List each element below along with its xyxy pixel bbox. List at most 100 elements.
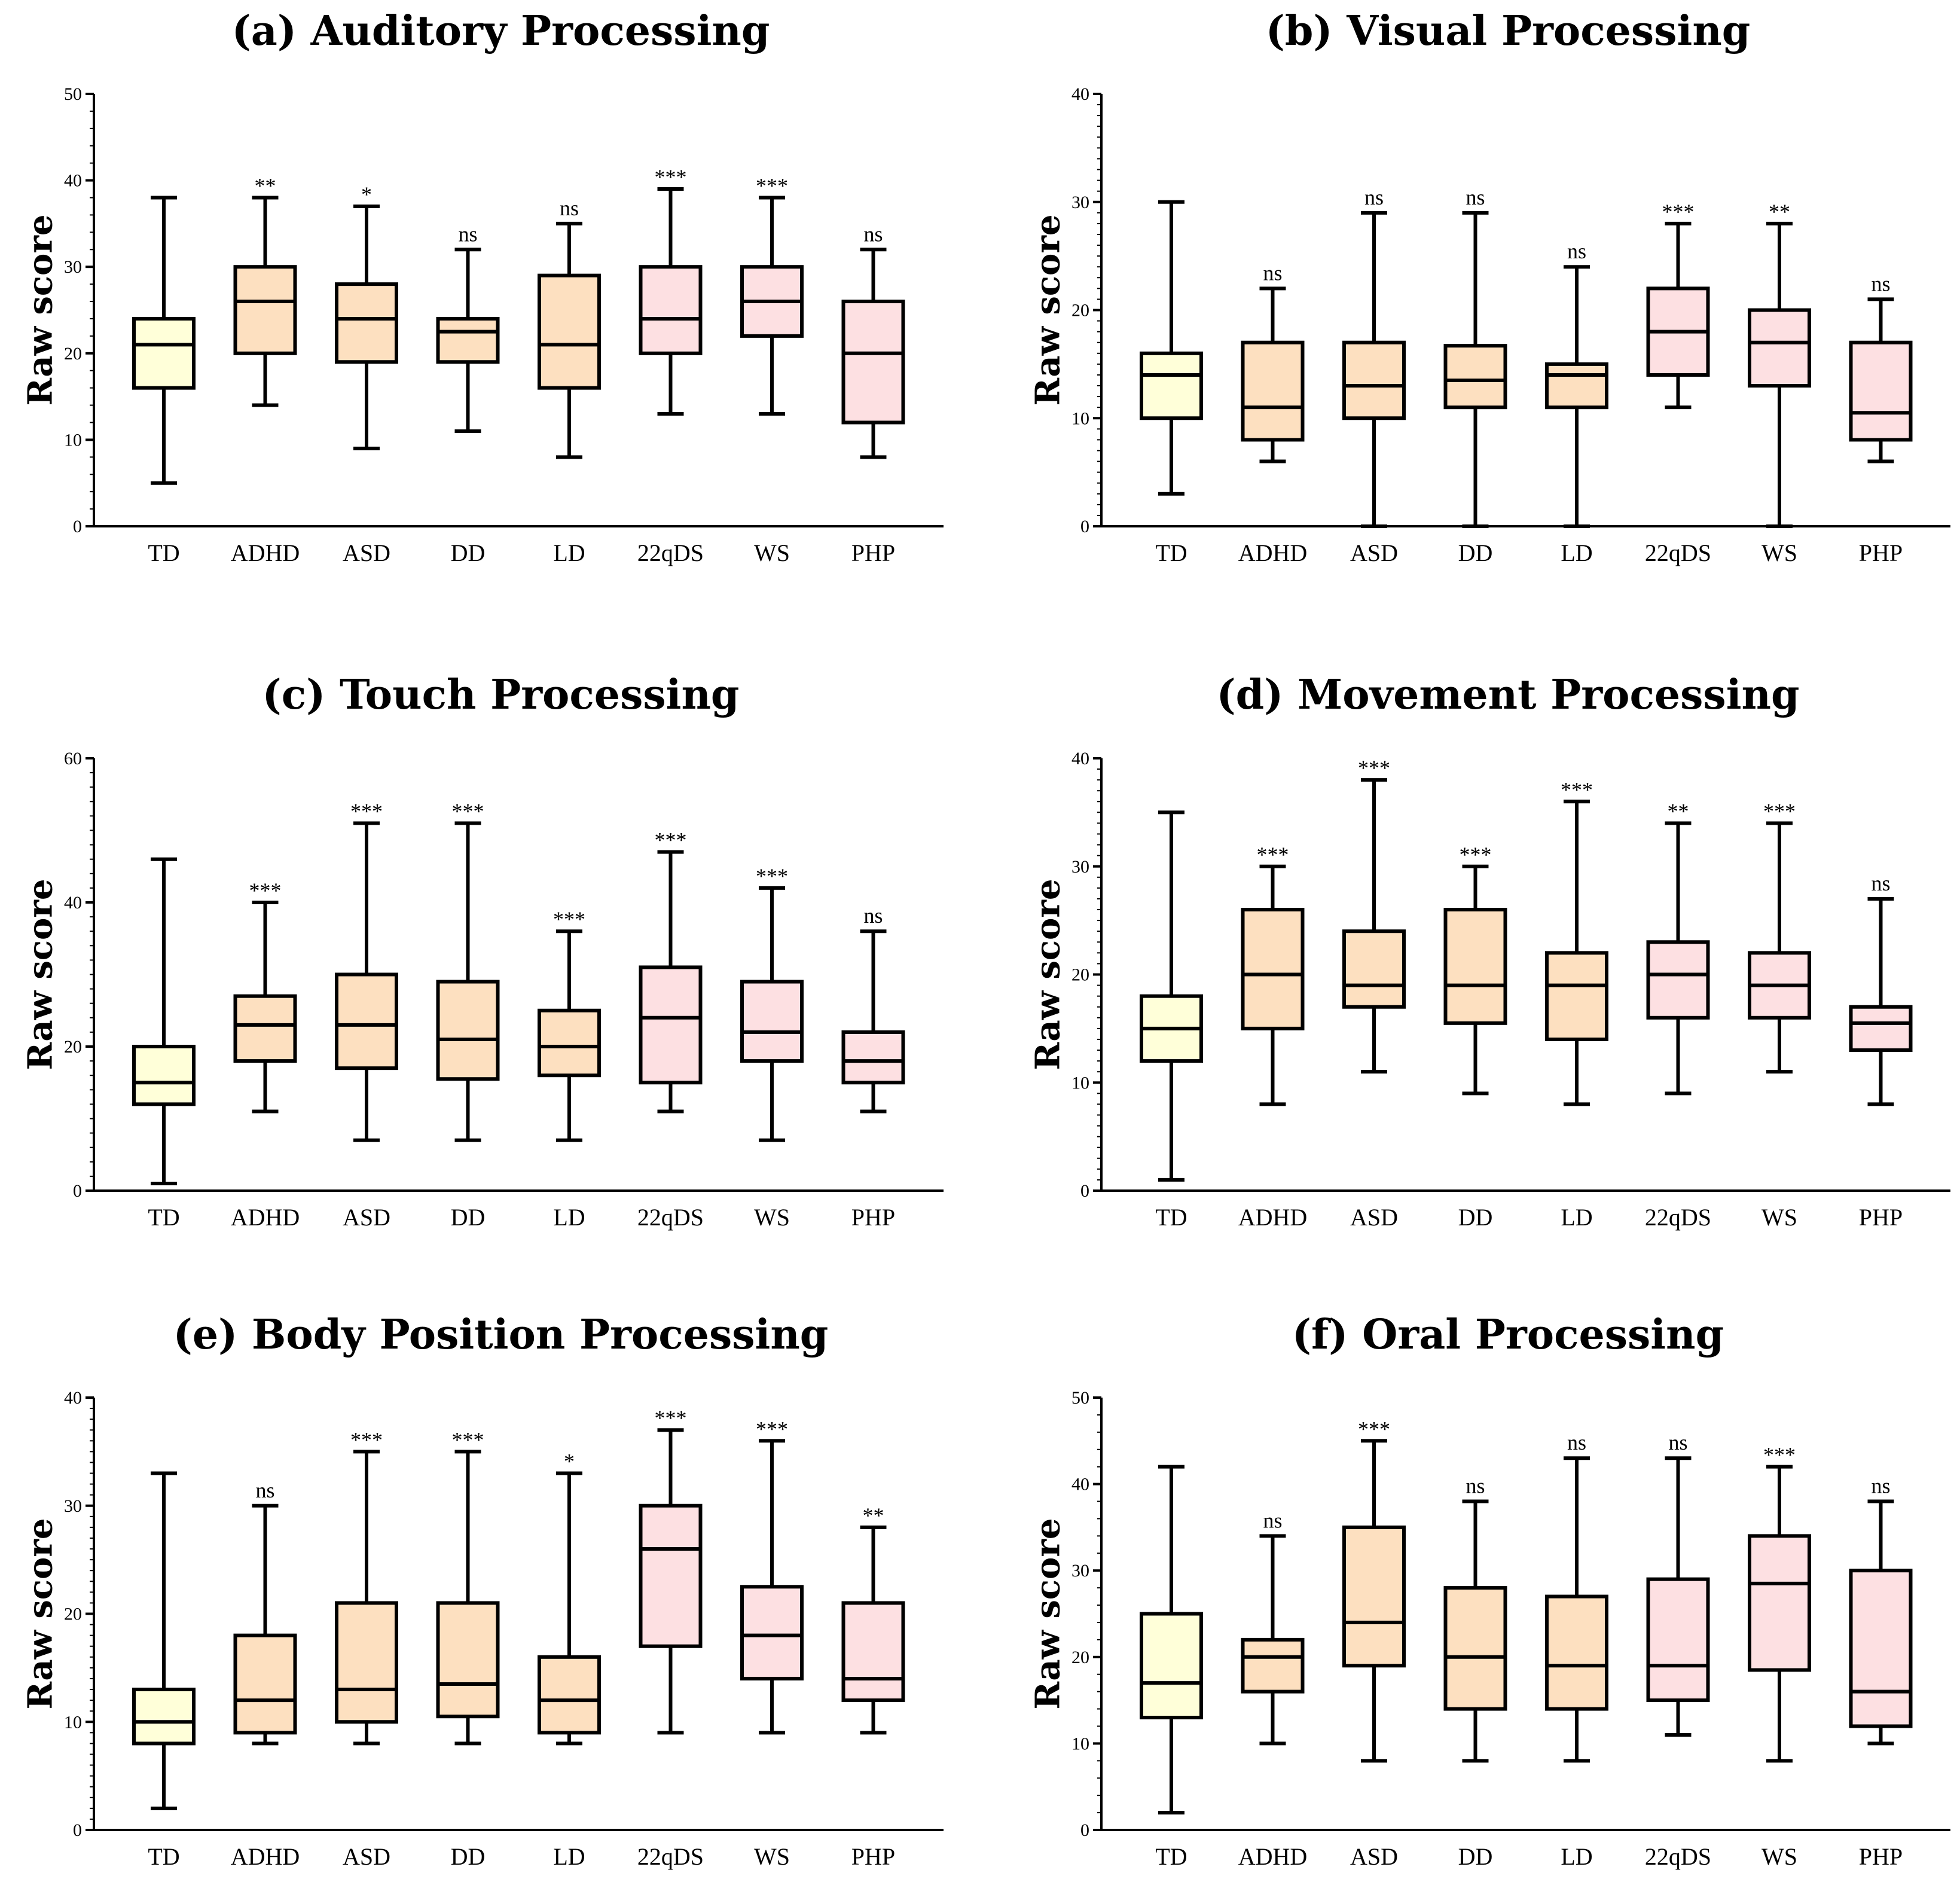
- x-tick-label: LD: [1561, 1204, 1592, 1231]
- iqr-box: [1849, 1005, 1913, 1053]
- x-tick-label: LD: [553, 1204, 585, 1231]
- y-tick-label: 10: [1071, 1073, 1089, 1093]
- box-asd: ***: [335, 799, 398, 1142]
- x-tick-label: 22qDS: [1645, 539, 1711, 566]
- chart-title: (e) Body Position Processing: [173, 1311, 829, 1359]
- iqr-box: [335, 282, 398, 364]
- significance-label: ***: [249, 879, 282, 902]
- significance-label: ns: [1263, 261, 1282, 285]
- iqr-box: [740, 1585, 804, 1680]
- iqr-box: [1140, 351, 1203, 420]
- x-tick-label: ADHD: [1238, 1843, 1308, 1870]
- y-tick-label: 20: [64, 344, 82, 364]
- box-22qds: ***: [1646, 200, 1710, 410]
- x-tick-label: ADHD: [1238, 1204, 1308, 1231]
- iqr-box: [1646, 1577, 1710, 1703]
- iqr-box: [132, 1688, 196, 1746]
- box-td: [132, 857, 196, 1185]
- x-tick-label: 22qDS: [637, 539, 704, 566]
- significance-label: ***: [655, 828, 687, 852]
- significance-label: ns: [1871, 871, 1890, 895]
- significance-label: ns: [560, 196, 579, 220]
- y-tick-label: 40: [1071, 749, 1089, 768]
- significance-label: ns: [458, 222, 477, 246]
- significance-label: *: [361, 182, 372, 206]
- iqr-box: [1342, 340, 1406, 420]
- significance-label: ***: [655, 165, 687, 189]
- x-tick-label: PHP: [851, 1843, 895, 1870]
- box-asd: ns: [1342, 185, 1406, 528]
- x-tick-label: WS: [754, 1843, 790, 1870]
- y-axis-label: Raw score: [21, 215, 60, 406]
- significance-label: ***: [1358, 756, 1390, 780]
- box-asd: ***: [335, 1427, 398, 1746]
- iqr-box: [1748, 1534, 1811, 1672]
- x-tick-label: ADHD: [231, 1843, 300, 1870]
- significance-label: ***: [756, 174, 788, 198]
- iqr-box: [233, 265, 297, 355]
- y-tick-label: 50: [1071, 1388, 1089, 1408]
- y-tick-label: 0: [1080, 1820, 1089, 1840]
- x-tick-label: TD: [148, 1204, 179, 1231]
- x-tick-label: 22qDS: [637, 1204, 704, 1231]
- panel-b: (b) Visual Processing Raw score 0 10 20 30 40 T…: [1028, 7, 1950, 566]
- x-tick-label: PHP: [851, 1204, 895, 1231]
- x-tick-label: ADHD: [231, 539, 300, 566]
- y-tick-label: 40: [64, 171, 82, 191]
- y-tick-label: 30: [64, 257, 82, 277]
- y-tick-label: 0: [1080, 1181, 1089, 1201]
- box-ws: ***: [740, 174, 804, 416]
- x-tick-label: ASD: [343, 1843, 390, 1870]
- x-tick-label: PHP: [1859, 539, 1903, 566]
- significance-label: ns: [1567, 239, 1586, 263]
- significance-label: ***: [655, 1406, 687, 1430]
- significance-label: ns: [1263, 1508, 1282, 1532]
- significance-label: **: [863, 1503, 884, 1527]
- box-ws: ***: [1748, 799, 1811, 1074]
- significance-label: ns: [1668, 1430, 1687, 1454]
- iqr-box: [841, 300, 905, 425]
- x-tick-label: LD: [1561, 539, 1592, 566]
- x-tick-label: ASD: [1350, 1843, 1398, 1870]
- x-tick-label: TD: [1155, 539, 1187, 566]
- y-tick-label: 0: [73, 517, 82, 536]
- significance-label: ns: [1567, 1430, 1586, 1454]
- y-tick-label: 20: [64, 1605, 82, 1624]
- box-adhd: ns: [233, 1478, 297, 1746]
- x-tick-label: DD: [1458, 539, 1493, 566]
- x-tick-label: LD: [553, 539, 585, 566]
- box-22qds: ***: [639, 165, 703, 416]
- significance-label: ns: [1466, 1474, 1485, 1498]
- significance-label: ***: [350, 799, 383, 823]
- box-22qds: ns: [1646, 1430, 1710, 1737]
- iqr-box: [538, 1655, 601, 1735]
- y-tick-label: 50: [64, 84, 82, 104]
- iqr-box: [1545, 362, 1608, 410]
- x-tick-label: DD: [451, 1843, 486, 1870]
- x-tick-label: DD: [451, 539, 486, 566]
- significance-label: **: [1668, 799, 1689, 823]
- significance-label: ns: [1466, 185, 1485, 209]
- iqr-box: [1646, 940, 1710, 1020]
- y-tick-label: 0: [73, 1820, 82, 1840]
- iqr-box: [1849, 1569, 1913, 1728]
- x-tick-label: TD: [1155, 1843, 1187, 1870]
- y-tick-label: 10: [64, 430, 82, 450]
- iqr-box: [1140, 1612, 1203, 1720]
- chart-title: (a) Auditory Processing: [232, 7, 770, 55]
- y-tick-label: 30: [1071, 193, 1089, 212]
- significance-label: ***: [756, 864, 788, 888]
- y-tick-label: 10: [1071, 1734, 1089, 1753]
- x-tick-label: LD: [553, 1843, 585, 1870]
- box-22qds: ***: [639, 828, 703, 1114]
- box-ld: ns: [1545, 1430, 1608, 1763]
- x-tick-label: TD: [1155, 1204, 1187, 1231]
- panel-a: (a) Auditory Processing Raw score 0 10 20 30 4…: [21, 7, 944, 566]
- y-axis-label: Raw score: [1028, 215, 1068, 406]
- x-tick-label: ASD: [1350, 539, 1398, 566]
- significance-label: ns: [255, 1478, 274, 1502]
- y-axis-label: Raw score: [21, 1518, 60, 1710]
- box-ws: ***: [1748, 1443, 1811, 1763]
- iqr-box: [132, 1045, 196, 1106]
